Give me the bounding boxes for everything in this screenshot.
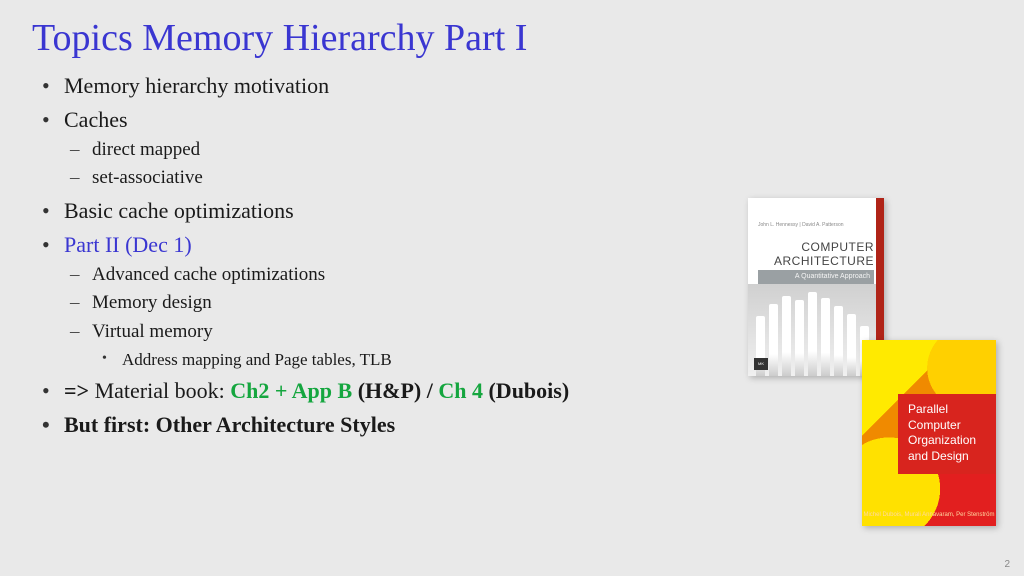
b5-pre: Material book: bbox=[89, 378, 230, 403]
book1-author: John L. Hennessy | David A. Patterson bbox=[758, 222, 844, 228]
book-cover-dubois: Parallel Computer Organization and Desig… bbox=[862, 340, 996, 526]
book2-authors: Michel Dubois, Murali Annavaram, Per Ste… bbox=[862, 512, 996, 518]
bullet-2: Caches direct mapped set-associative bbox=[64, 104, 984, 193]
bullet-2-text: Caches bbox=[64, 107, 128, 132]
page-number: 2 bbox=[1004, 559, 1010, 570]
bullet-2b: set-associative bbox=[92, 164, 984, 193]
bullet-4-text: Part II (Dec 1) bbox=[64, 232, 192, 257]
book1-title-line2: ARCHITECTURE bbox=[758, 254, 874, 268]
book2-t2: Computer bbox=[908, 418, 986, 434]
book1-title-line1: COMPUTER bbox=[758, 240, 874, 254]
book1-subtitle: A Quantitative Approach bbox=[758, 270, 874, 284]
book2-t1: Parallel bbox=[908, 402, 986, 418]
bullet-5: => Material book: Ch2 + App B (H&P) / Ch… bbox=[64, 375, 984, 407]
book2-title-panel: Parallel Computer Organization and Desig… bbox=[898, 394, 996, 474]
b5-mid: (H&P) / bbox=[352, 378, 438, 403]
book1-publisher: MK bbox=[754, 358, 768, 370]
b5-post: (Dubois) bbox=[483, 378, 569, 403]
bullet-1: Memory hierarchy motivation bbox=[64, 70, 984, 102]
bullet-2a: direct mapped bbox=[92, 136, 984, 165]
book2-t3: Organization bbox=[908, 433, 986, 449]
b5-g2: Ch 4 bbox=[438, 378, 483, 403]
bullet-4c-text: Virtual memory bbox=[92, 321, 213, 342]
b5-g1: Ch2 + App B bbox=[230, 378, 352, 403]
book2-t4: and Design bbox=[908, 449, 986, 465]
slide-title: Topics Memory Hierarchy Part I bbox=[0, 0, 1024, 70]
b5-arrow: => bbox=[64, 378, 89, 403]
bullet-6: But first: Other Architecture Styles bbox=[64, 409, 984, 441]
